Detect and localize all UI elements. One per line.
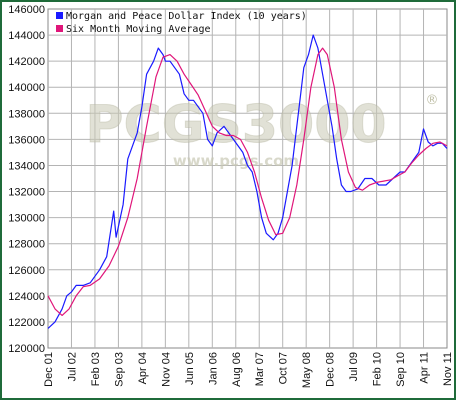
legend-label-moving-average: Six Month Moving Average [66, 24, 211, 35]
y-tick-label: 120000 [8, 343, 45, 355]
watermark-registered-mark: ® [426, 93, 439, 108]
legend-swatch-moving-average [56, 25, 63, 32]
y-tick-label: 144000 [8, 30, 45, 42]
legend: Morgan and Peace Dollar Index (10 years)… [56, 11, 307, 35]
grid [48, 9, 447, 348]
x-tick-label: Jan 06 [207, 352, 219, 385]
plot-area [47, 8, 448, 349]
series-line-index [47, 34, 448, 329]
x-tick-label: Jun 05 [184, 352, 196, 385]
watermark-logo: PCGS3000 [85, 95, 386, 155]
x-tick-label: Apr 11 [419, 352, 431, 384]
y-tick-label: 134000 [8, 160, 45, 172]
y-tick-label: 128000 [8, 239, 45, 251]
series-line-moving-average [47, 47, 448, 316]
series-group [47, 34, 448, 329]
x-tick-label: Apr 04 [137, 352, 149, 384]
y-tick-label: 130000 [8, 213, 45, 225]
legend-swatch-index [56, 12, 63, 19]
x-tick-label: Feb 10 [372, 352, 384, 386]
y-axis-ticks: 120000 122000 124000 126000 128000 130000 1320… [8, 4, 45, 355]
x-tick-label: Nov 11 [442, 352, 454, 386]
x-tick-label: Aug 06 [231, 352, 243, 387]
legend-label-index: Morgan and Peace Dollar Index (10 years) [66, 11, 307, 22]
y-tick-label: 124000 [8, 291, 45, 303]
x-tick-label: Oct 07 [278, 352, 290, 384]
y-tick-label: 140000 [8, 82, 45, 94]
y-tick-label: 142000 [8, 56, 45, 68]
x-tick-label: Dec 08 [325, 352, 337, 387]
y-tick-label: 122000 [8, 317, 45, 329]
y-tick-label: 126000 [8, 265, 45, 277]
y-tick-label: 132000 [8, 187, 45, 199]
x-tick-label: Mar 07 [254, 352, 266, 386]
x-axis-ticks: Dec 01 Jul 02 Feb 03 Sep 03 Apr 04 Nov 04 Jun … [43, 352, 454, 388]
x-tick-label: Jul 02 [66, 352, 78, 381]
x-tick-label: Nov 04 [160, 352, 172, 387]
x-tick-label: Jul 09 [348, 352, 360, 381]
x-tick-label: Feb 03 [90, 352, 102, 386]
x-tick-label: Sep 10 [395, 352, 407, 387]
y-tick-label: 138000 [8, 108, 45, 120]
x-tick-label: May 08 [301, 352, 313, 388]
y-tick-label: 136000 [8, 134, 45, 146]
watermark-url: www.pcgs.com [173, 152, 299, 170]
y-tick-label: 146000 [8, 4, 45, 16]
x-tick-label: Dec 01 [43, 352, 55, 387]
x-tick-label: Sep 03 [113, 352, 125, 387]
